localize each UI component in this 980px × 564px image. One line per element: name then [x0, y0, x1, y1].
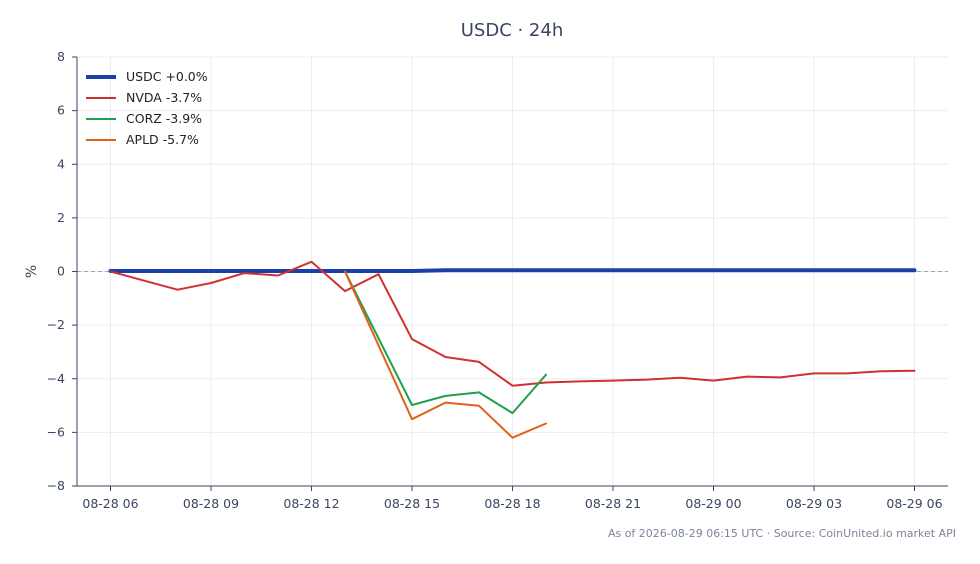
y-tick-label: −6: [47, 424, 65, 439]
x-tick-label: 08-29 03: [786, 496, 842, 511]
series-line-corz: [344, 270, 547, 415]
series-line-nvda: [109, 260, 916, 387]
legend-label: NVDA -3.7%: [126, 90, 203, 105]
x-tick-label: 08-28 21: [585, 496, 641, 511]
legend-item: CORZ -3.9%: [86, 108, 208, 129]
y-tick-label: 4: [57, 156, 65, 171]
source-footer: As of 2026-08-29 06:15 UTC · Source: Coi…: [607, 527, 956, 540]
x-tick-label: 08-28 12: [283, 496, 339, 511]
legend-swatch: [86, 138, 116, 141]
x-tick-label: 08-29 06: [886, 496, 942, 511]
series-line-apld: [344, 270, 547, 439]
x-tick-label: 08-28 15: [384, 496, 440, 511]
series-line-usdc: [108, 268, 917, 273]
y-axis-label: %: [24, 265, 40, 278]
legend-item: USDC +0.0%: [86, 66, 208, 87]
x-tick-label: 08-28 06: [82, 496, 138, 511]
axes: [76, 57, 948, 487]
legend-swatch: [86, 96, 116, 99]
y-tick-label: 6: [57, 103, 65, 118]
y-tick-label: 2: [57, 210, 65, 225]
y-tick-label: −2: [47, 317, 65, 332]
x-tick-label: 08-28 18: [484, 496, 540, 511]
legend-label: USDC +0.0%: [126, 69, 208, 84]
legend-label: APLD -5.7%: [126, 132, 199, 147]
legend-swatch: [86, 74, 116, 79]
x-tick-label: 08-28 09: [183, 496, 239, 511]
legend-label: CORZ -3.9%: [126, 111, 203, 126]
legend-item: APLD -5.7%: [86, 129, 208, 150]
x-tick-label: 08-29 00: [685, 496, 741, 511]
chart-title: USDC · 24h: [460, 20, 564, 41]
y-tick-label: 0: [57, 264, 65, 279]
axis-ticks: 8 6 4 2 0 −2 −4 −6 −8 08-28 06 08-28 09 08-28 12 08-…: [47, 49, 943, 511]
legend-swatch: [86, 117, 116, 120]
legend-item: NVDA -3.7%: [86, 87, 208, 108]
y-tick-label: −8: [47, 478, 65, 493]
legend: USDC +0.0% NVDA -3.7% CORZ -3.9% APLD -5.7%: [86, 66, 208, 150]
y-tick-label: 8: [57, 49, 65, 64]
y-tick-label: −4: [47, 371, 65, 386]
series-layer: [108, 260, 917, 439]
